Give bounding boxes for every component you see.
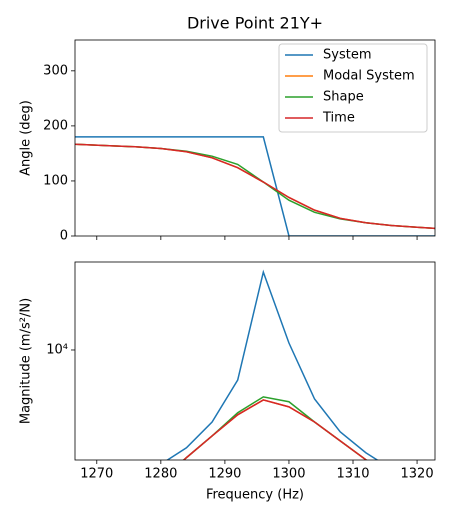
series-line: [182, 399, 368, 460]
y-tick-label: 0: [60, 229, 68, 244]
y-axis-label: Magnitude (m/s²/N): [19, 298, 34, 424]
axes-frame: [74, 261, 436, 461]
legend-box: [278, 43, 428, 133]
x-tick-label: 1300: [272, 467, 305, 482]
y-tick-label: 100: [43, 173, 68, 188]
chart-title: Drive Point 21Y+: [187, 14, 323, 33]
axes-frame: [74, 39, 436, 237]
y-tick-label: 10⁴: [46, 342, 68, 357]
series-line: [75, 136, 435, 236]
x-tick-label: 1280: [144, 467, 177, 482]
legend-label: Modal System: [323, 69, 415, 84]
legend-label: Shape: [323, 90, 364, 105]
y-tick-label: 200: [43, 118, 68, 133]
legend-label: Time: [322, 111, 355, 126]
x-tick-label: 1320: [401, 467, 434, 482]
series-line: [166, 269, 379, 460]
y-tick-label: 300: [43, 63, 68, 78]
x-axis-label: Frequency (Hz): [206, 488, 304, 503]
plot-lines: [166, 269, 379, 460]
x-tick-label: 1290: [208, 467, 241, 482]
x-tick-label: 1310: [336, 467, 369, 482]
y-axis-label: Angle (deg): [19, 100, 34, 176]
plot-lines: [75, 136, 435, 236]
series-line: [75, 143, 435, 230]
x-tick-label: 1270: [80, 467, 113, 482]
legend-label: System: [323, 48, 371, 63]
series-line: [182, 396, 368, 460]
